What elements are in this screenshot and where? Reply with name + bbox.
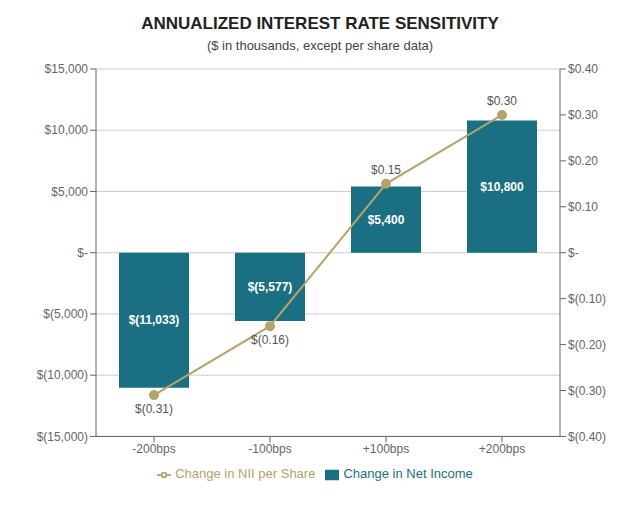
svg-text:$0.30: $0.30	[568, 108, 598, 122]
svg-text:$(15,000): $(15,000)	[37, 430, 88, 444]
svg-text:$0.20: $0.20	[568, 154, 598, 168]
svg-text:$10,000: $10,000	[45, 123, 89, 137]
svg-text:+200bps: +200bps	[479, 442, 525, 456]
svg-text:-200bps: -200bps	[132, 442, 175, 456]
svg-text:$(0.10): $(0.10)	[568, 292, 606, 306]
svg-text:$0.30: $0.30	[487, 94, 517, 108]
svg-text:-100bps: -100bps	[248, 442, 291, 456]
svg-text:$0.10: $0.10	[568, 200, 598, 214]
html-text:Change in Net Income: Change in Net Income	[343, 466, 473, 482]
svg-text:$0.15: $0.15	[371, 163, 401, 177]
svg-text:$(5,000): $(5,000)	[43, 307, 88, 321]
svg-text:$10,800: $10,800	[480, 180, 524, 194]
svg-text:$-: $-	[77, 246, 88, 260]
svg-text:$(0.30): $(0.30)	[568, 384, 606, 398]
svg-text:$(0.16): $(0.16)	[251, 333, 289, 347]
svg-text:$-: $-	[568, 246, 579, 260]
svg-text:$5,000: $5,000	[51, 185, 88, 199]
svg-text:$(5,577): $(5,577)	[248, 280, 293, 294]
html-text:ANNUALIZED INTEREST RATE SENSI: ANNUALIZED INTEREST RATE SENSITIVITY	[141, 14, 499, 33]
html-text:Change in NII per Share: Change in NII per Share	[175, 466, 316, 482]
svg-text:$(0.20): $(0.20)	[568, 338, 606, 352]
svg-text:$(11,033): $(11,033)	[129, 313, 180, 327]
svg-text:$15,000: $15,000	[45, 62, 89, 76]
svg-text:$(0.31): $(0.31)	[135, 402, 173, 416]
html-text:($ in thousands, except per sh: ($ in thousands, except per share data)	[206, 38, 434, 53]
svg-text:+100bps: +100bps	[363, 442, 409, 456]
svg-text:$(0.40): $(0.40)	[568, 430, 606, 444]
svg-text:$0.40: $0.40	[568, 62, 598, 76]
svg-text:$(10,000): $(10,000)	[37, 368, 88, 382]
svg-text:$5,400: $5,400	[368, 213, 405, 227]
